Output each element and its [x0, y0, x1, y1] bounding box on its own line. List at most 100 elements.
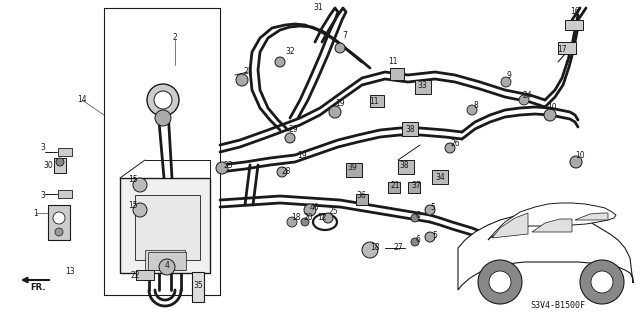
Polygon shape: [488, 203, 616, 240]
Text: 38: 38: [405, 125, 415, 135]
Circle shape: [275, 57, 285, 67]
Bar: [370, 95, 384, 107]
Text: 15: 15: [128, 175, 138, 184]
Text: 39: 39: [347, 164, 357, 173]
Text: 13: 13: [65, 268, 75, 277]
Circle shape: [304, 204, 316, 216]
Circle shape: [55, 228, 63, 236]
Text: 5: 5: [431, 203, 435, 211]
Bar: [192, 272, 204, 302]
Bar: [48, 205, 70, 240]
Bar: [58, 148, 72, 156]
Text: 31: 31: [313, 4, 323, 12]
Bar: [402, 122, 418, 136]
Bar: [346, 163, 362, 177]
Text: 34: 34: [435, 174, 445, 182]
Polygon shape: [532, 219, 572, 232]
Circle shape: [301, 218, 309, 226]
Text: 18: 18: [371, 242, 380, 251]
Polygon shape: [575, 213, 608, 220]
Circle shape: [147, 84, 179, 116]
Bar: [136, 270, 154, 280]
Circle shape: [133, 178, 147, 192]
Text: 3: 3: [40, 144, 45, 152]
Circle shape: [287, 217, 297, 227]
Text: 10: 10: [575, 151, 585, 160]
Text: 16: 16: [570, 8, 580, 17]
Text: 20: 20: [303, 213, 313, 222]
Bar: [398, 160, 414, 174]
Text: 24: 24: [522, 91, 532, 100]
Bar: [135, 195, 200, 260]
Text: 38: 38: [399, 161, 409, 170]
Circle shape: [478, 260, 522, 304]
Bar: [565, 20, 583, 30]
Text: 6: 6: [415, 235, 420, 244]
Text: 40: 40: [309, 204, 319, 212]
Circle shape: [154, 91, 172, 109]
Text: 21: 21: [390, 181, 400, 189]
Bar: [558, 42, 576, 54]
Text: FR.: FR.: [30, 283, 45, 292]
Text: 10: 10: [547, 102, 557, 112]
Circle shape: [580, 260, 624, 304]
Circle shape: [467, 105, 477, 115]
Text: 7: 7: [342, 31, 348, 40]
Text: 18: 18: [291, 213, 301, 222]
Text: 11: 11: [388, 57, 397, 66]
Bar: [415, 80, 431, 94]
Text: 36: 36: [356, 191, 366, 201]
Circle shape: [335, 43, 345, 53]
Circle shape: [362, 242, 378, 258]
Text: 27: 27: [393, 242, 403, 251]
Bar: [388, 182, 400, 193]
Circle shape: [591, 271, 613, 293]
Text: 11: 11: [369, 98, 379, 107]
Text: 23: 23: [223, 161, 233, 170]
Text: 25: 25: [328, 207, 338, 217]
Circle shape: [501, 77, 511, 87]
Circle shape: [323, 213, 333, 223]
Text: 4: 4: [164, 261, 170, 270]
Text: 1: 1: [34, 209, 38, 218]
Text: 6: 6: [415, 211, 420, 219]
Circle shape: [285, 133, 295, 143]
Circle shape: [329, 106, 341, 118]
Circle shape: [570, 156, 582, 168]
Bar: [408, 182, 420, 193]
Circle shape: [411, 238, 419, 246]
Circle shape: [519, 95, 529, 105]
Bar: [145, 250, 185, 270]
Circle shape: [133, 203, 147, 217]
Text: 30: 30: [43, 161, 53, 170]
Text: 5: 5: [433, 231, 437, 240]
Bar: [58, 190, 72, 198]
Bar: [432, 170, 448, 184]
Bar: [120, 178, 210, 273]
Circle shape: [216, 162, 228, 174]
Circle shape: [277, 167, 287, 177]
Text: 37: 37: [411, 181, 421, 189]
Circle shape: [411, 214, 419, 222]
Circle shape: [159, 259, 175, 275]
Text: 26: 26: [450, 138, 460, 147]
Text: 9: 9: [507, 70, 511, 79]
Text: 28: 28: [281, 167, 291, 176]
Circle shape: [155, 110, 171, 126]
Text: 17: 17: [557, 46, 567, 55]
Text: 23: 23: [243, 68, 253, 77]
Text: 12: 12: [317, 213, 327, 222]
Text: 19: 19: [335, 99, 345, 108]
Circle shape: [53, 212, 65, 224]
Text: 15: 15: [128, 201, 138, 210]
Bar: [54, 158, 66, 173]
Bar: [356, 194, 368, 205]
Circle shape: [445, 143, 455, 153]
Bar: [390, 68, 404, 80]
Polygon shape: [492, 213, 528, 238]
Text: 8: 8: [474, 101, 478, 110]
Text: 19: 19: [297, 151, 307, 160]
Circle shape: [425, 205, 435, 215]
Text: 33: 33: [417, 81, 427, 91]
Circle shape: [56, 158, 64, 166]
